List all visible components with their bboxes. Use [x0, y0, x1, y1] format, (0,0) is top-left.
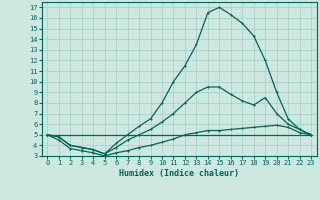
X-axis label: Humidex (Indice chaleur): Humidex (Indice chaleur)	[119, 169, 239, 178]
